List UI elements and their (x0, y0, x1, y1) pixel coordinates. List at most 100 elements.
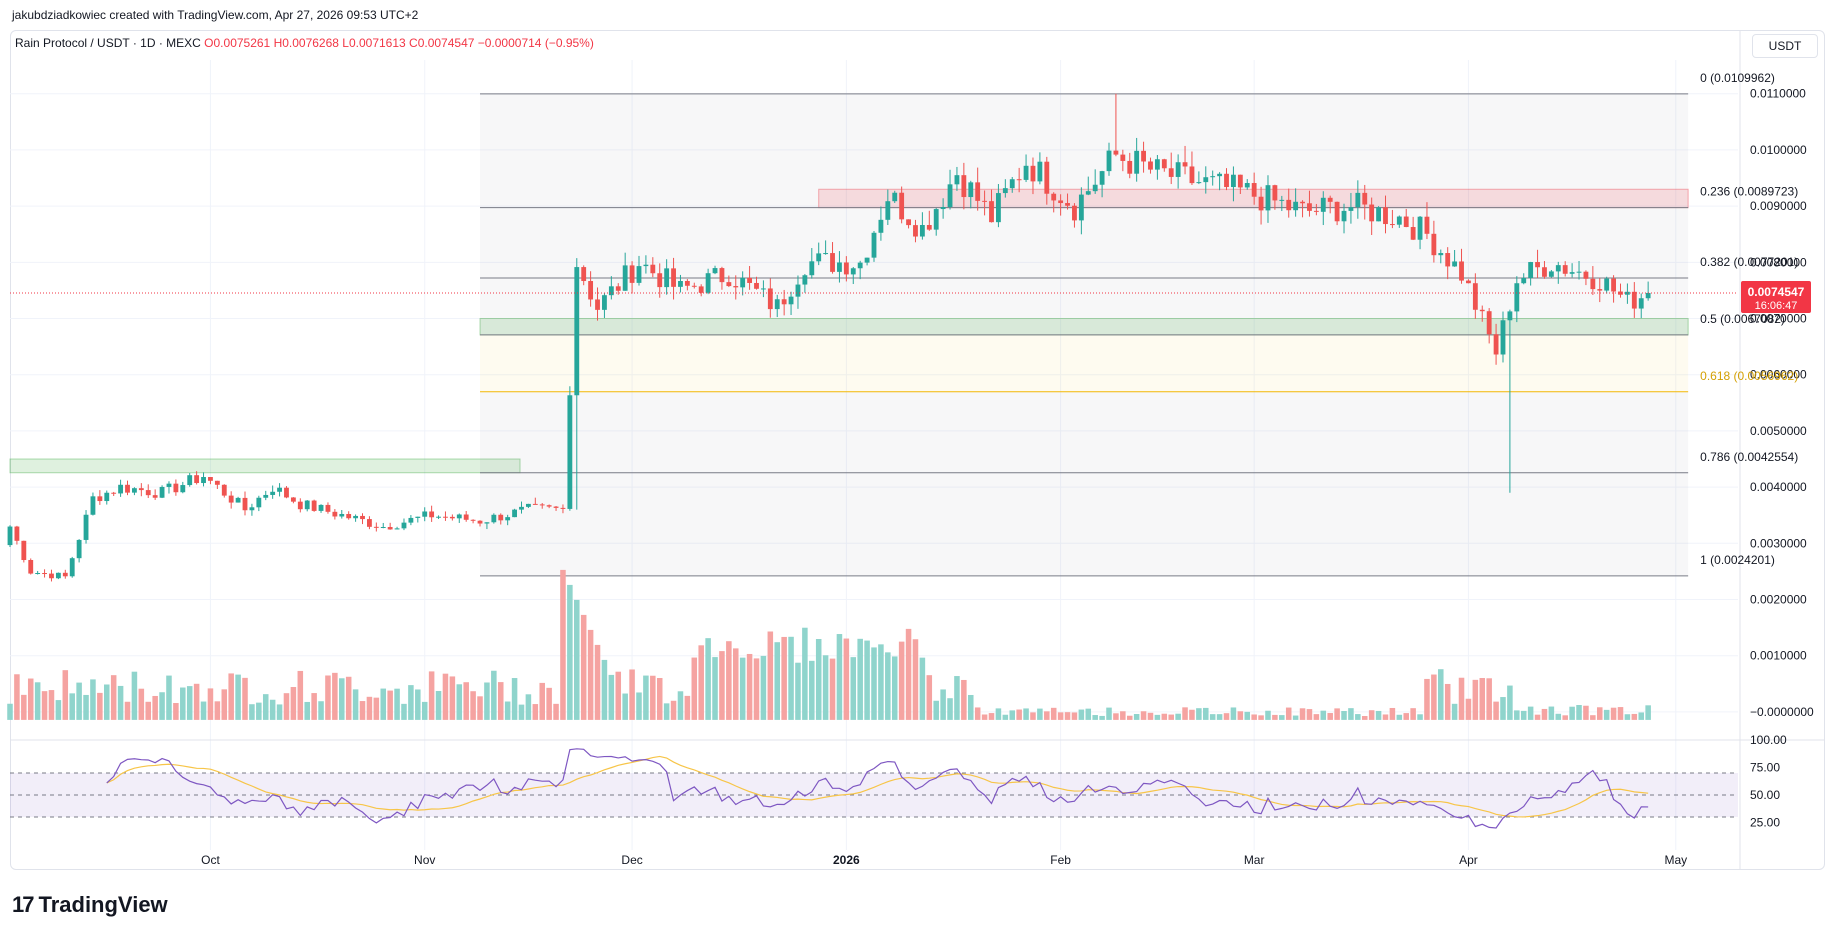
volume-bar (795, 662, 801, 720)
volume-bar (732, 648, 739, 720)
volume-bar (159, 692, 165, 720)
volume-bar (1237, 711, 1244, 720)
candle-body (1099, 171, 1105, 185)
volume-bar (912, 639, 919, 720)
volume-bar (48, 690, 55, 720)
volume-bar (1313, 714, 1320, 720)
volume-bar (145, 701, 152, 720)
volume-bar (152, 695, 158, 720)
volume-bar (1410, 708, 1416, 720)
candle-body (429, 511, 435, 518)
volume-bar (1113, 713, 1119, 720)
volume-bar (560, 569, 566, 720)
candle-body (1258, 196, 1264, 211)
candle-body (1334, 201, 1340, 222)
volume-bar (394, 688, 400, 720)
candle-body (1134, 150, 1140, 174)
candle-body (422, 511, 428, 517)
volume-bar (1341, 711, 1347, 720)
volume-bar (580, 614, 587, 720)
volume-bar (373, 697, 380, 720)
volume-bar (1576, 705, 1582, 720)
volume-bar (871, 647, 877, 720)
volume-bar (1078, 709, 1085, 720)
volume-bar (1624, 714, 1631, 720)
volume-bar (166, 675, 172, 720)
candle-body (1452, 261, 1458, 267)
volume-bar (180, 687, 186, 720)
candle-body (581, 267, 587, 282)
candle-body (1424, 216, 1430, 234)
candle-body (1576, 271, 1582, 273)
volume-bar (739, 657, 746, 720)
volume-bar (553, 703, 559, 720)
candle-body (346, 513, 352, 519)
volume-bar (1431, 674, 1437, 720)
candle-body (740, 277, 746, 288)
rsi-line (106, 748, 1649, 829)
candle-body (1078, 194, 1084, 221)
candle-body (14, 526, 20, 541)
volume-bar (1631, 713, 1638, 720)
candle-body (1016, 179, 1022, 181)
currency-button[interactable]: USDT (1752, 34, 1818, 58)
volume-bar (69, 693, 75, 720)
candle-body (1631, 291, 1637, 309)
volume-bar (746, 653, 753, 720)
candle-body (588, 281, 594, 300)
volume-bar (27, 678, 34, 720)
candle-body (463, 514, 469, 520)
candle-body (159, 486, 165, 498)
price-tick-label: 0.0100000 (1750, 143, 1807, 157)
volume-bar (698, 645, 704, 720)
candle-body (76, 539, 82, 559)
fib-band (480, 391, 1689, 473)
candle-body (574, 267, 580, 396)
volume-bar (401, 703, 407, 720)
candle-body (754, 282, 759, 289)
volume-bar (1147, 712, 1154, 720)
volume-bar (1168, 714, 1174, 720)
volume-bar (857, 638, 863, 720)
candle-body (28, 560, 34, 574)
candle-body (498, 514, 504, 521)
volume-bar (173, 703, 179, 720)
volume-bar (1272, 714, 1278, 720)
candle-body (629, 265, 635, 283)
candle-body (1244, 183, 1250, 188)
candle-body (913, 225, 918, 237)
candle-body (802, 275, 808, 285)
volume-bar (650, 675, 656, 720)
price-tick-label: 0.0010000 (1750, 649, 1807, 663)
volume-bar (131, 671, 138, 720)
volume-bar (104, 684, 110, 720)
volume-bar (1472, 679, 1479, 720)
candle-body (622, 265, 628, 291)
candle-body (1300, 201, 1305, 204)
candle-body (719, 268, 725, 283)
volume-bar (1361, 716, 1368, 720)
fib-band (480, 93, 1689, 208)
fib-band (480, 207, 1689, 279)
candle-body (1113, 150, 1119, 155)
candle-body (892, 192, 898, 202)
candle-body (1023, 165, 1029, 180)
volume-bar (1590, 715, 1596, 720)
candle-body (1590, 278, 1596, 290)
candle-body (1044, 161, 1050, 194)
volume-bar (1583, 705, 1589, 720)
candle-body (311, 500, 317, 511)
volume-bar (1209, 714, 1216, 720)
volume-bar (1196, 708, 1202, 720)
volume-bar (1140, 711, 1147, 720)
symbol-name[interactable]: Rain Protocol / USDT · 1D · MEXC (15, 36, 201, 50)
candle-body (1459, 261, 1464, 281)
ohlc-values: O0.0075261 H0.0076268 L0.0071613 C0.0074… (204, 36, 594, 50)
tradingview-brand-name: TradingView (38, 892, 168, 917)
volume-bar (1438, 669, 1444, 720)
candle-body (194, 475, 200, 484)
volume-bar (1486, 678, 1492, 720)
volume-bar (864, 640, 870, 720)
candle-body (553, 506, 559, 508)
